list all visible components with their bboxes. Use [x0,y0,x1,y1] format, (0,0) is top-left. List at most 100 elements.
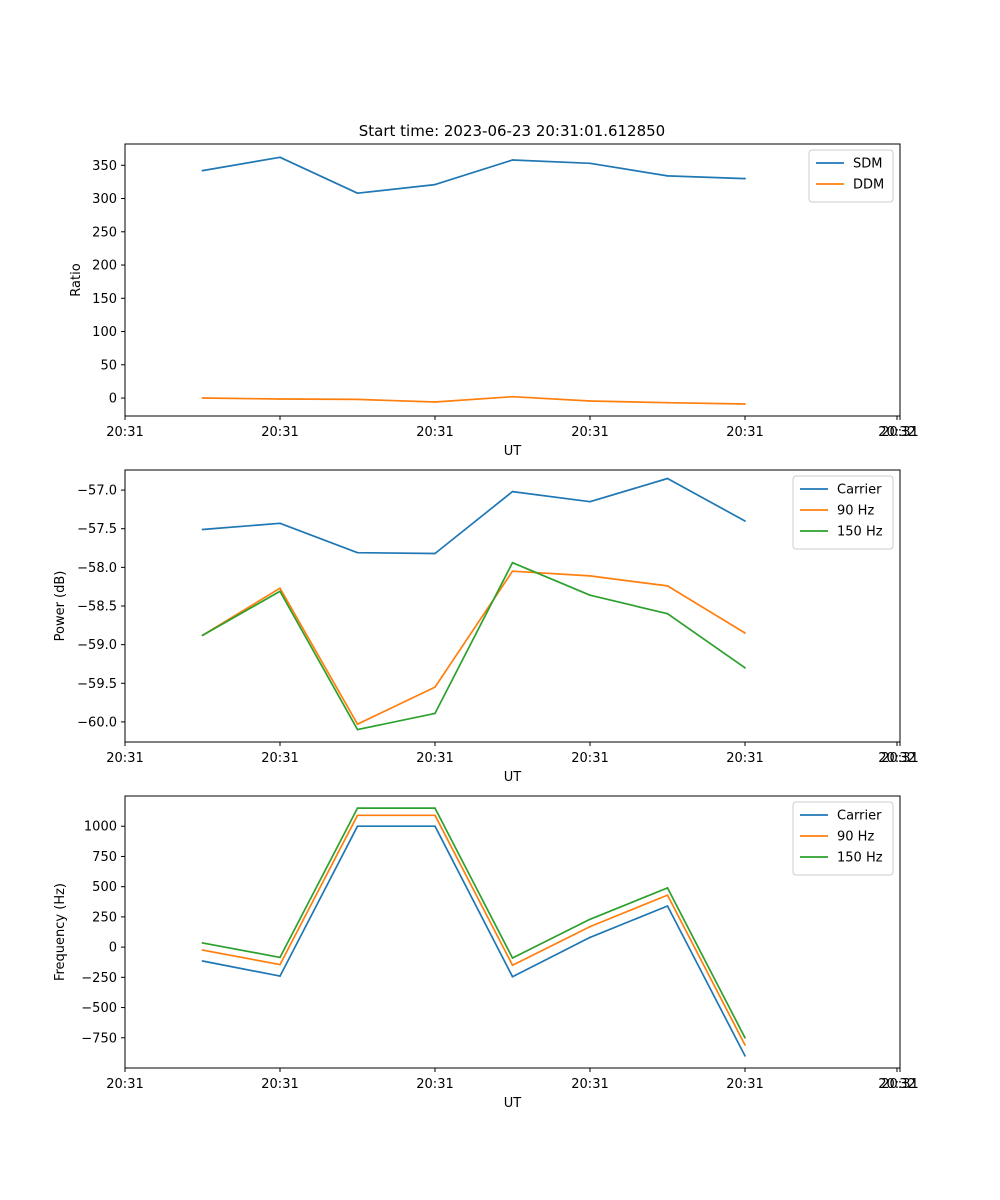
x-tick-label: 20:31 [571,425,608,440]
data-point [511,570,514,573]
y-tick-label: 50 [100,358,117,373]
x-tick-label: 20:31 [106,751,143,766]
y-tick-label: −57.0 [77,484,117,499]
data-point [511,395,514,398]
data-point [356,192,359,195]
data-point [589,400,591,402]
x-tick-label: 20:31 [881,1077,918,1092]
y-tick-label: 350 [92,159,117,174]
series-line-ddm [202,395,746,405]
x-tick-label: 20:32 [878,1077,915,1092]
data-point [511,561,514,564]
data-point [279,963,281,966]
legend-label: 90 Hz [837,830,874,845]
legend-label: 150 Hz [837,525,883,540]
y-tick-label: −59.0 [77,638,117,653]
x-tick-label: 20:31 [106,1077,143,1092]
x-tick-label: 20:31 [726,425,763,440]
data-point [744,1055,746,1057]
y-axis-label: Frequency (Hz) [53,883,68,981]
y-tick-label: 250 [92,225,117,240]
y-tick-label: −750 [81,1031,117,1046]
data-point [511,490,514,493]
data-point [279,590,281,593]
x-tick-label: 20:31 [881,425,918,440]
data-point [511,159,514,161]
series-line-150-hz [202,807,746,1039]
data-point [434,807,436,809]
chart-title: Start time: 2023-06-23 20:31:01.612850 [359,122,665,140]
data-point [744,666,746,669]
data-point [356,551,359,554]
data-point [279,156,281,159]
data-point [744,1044,746,1046]
x-tick-label: 20:31 [571,1077,608,1092]
data-point [666,886,669,889]
legend-label: DDM [853,178,884,193]
data-point [279,587,281,590]
data-point [201,949,204,952]
data-point [666,401,669,404]
data-point [666,894,669,897]
y-tick-label: −58.0 [77,561,117,576]
x-tick-label: 20:32 [878,751,915,766]
chart-panel-2: 20:31 20:31 20:31 20:31 20:31 20:3120:32UT−60… [53,469,919,785]
series-line-carrier [202,825,746,1057]
y-tick-label: 0 [109,392,117,407]
series-line-90-hz [202,814,746,1046]
data-point [744,632,746,634]
data-point [589,594,591,597]
y-tick-label: −59.5 [77,677,117,692]
data-point [201,397,204,399]
x-tick-label: 20:31 [416,425,453,440]
y-tick-label: −60.0 [77,715,117,730]
x-tick-label: 20:32 [878,425,915,440]
data-point [666,585,669,587]
y-tick-label: −57.5 [77,522,117,537]
data-point [201,528,204,531]
data-point [589,162,591,165]
data-point [279,522,281,525]
x-tick-label: 20:31 [261,1077,298,1092]
data-point [744,520,746,522]
x-tick-label: 20:31 [416,1077,453,1092]
y-tick-label: 300 [92,192,117,207]
x-tick-label: 20:31 [881,751,918,766]
data-point [434,552,436,555]
data-point [356,728,359,731]
data-point [356,814,359,817]
x-tick-label: 20:31 [726,1077,763,1092]
y-axis-label: Ratio [69,263,84,296]
y-tick-label: −500 [81,1001,117,1016]
data-point [589,925,591,928]
data-point [356,807,359,809]
x-tick-label: 20:31 [106,425,143,440]
data-point [201,941,204,944]
data-point [511,975,514,978]
data-point [666,175,669,177]
series-line-carrier [202,477,746,555]
data-point [201,634,204,637]
legend-label: 150 Hz [837,851,883,866]
data-point [201,169,204,172]
y-tick-label: −58.5 [77,600,117,615]
legend: Carrier 90 Hz 150 Hz [792,801,894,876]
x-tick-label: 20:31 [261,425,298,440]
data-point [434,183,436,186]
data-point [434,825,436,828]
chart-panel-1: 20:31 20:31 20:31 20:31 20:31 20:3120:32UT050… [69,143,919,459]
x-tick-label: 20:31 [261,751,298,766]
axes-frame [124,143,901,417]
data-point [434,401,436,403]
x-axis-label: UT [504,444,522,459]
axes-frame [124,795,901,1069]
data-point [744,177,746,180]
y-axis-label: Power (dB) [53,571,68,642]
data-point [434,686,436,689]
data-point [279,398,281,400]
x-tick-label: 20:31 [571,751,608,766]
data-point [279,956,281,959]
chart-panel-3: 20:31 20:31 20:31 20:31 20:31 20:3120:32UT−75… [53,795,919,1111]
